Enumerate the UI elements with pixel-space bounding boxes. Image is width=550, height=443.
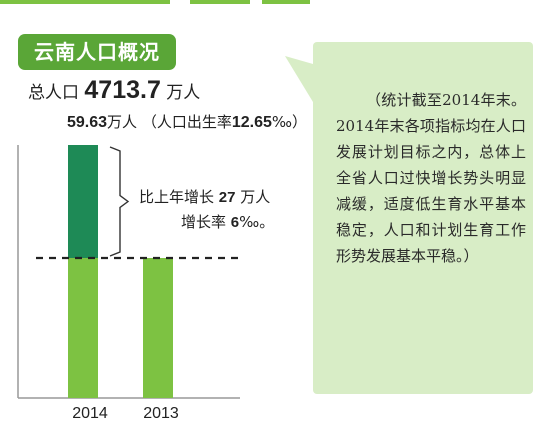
- birth-rate-value: 12.65: [231, 114, 272, 131]
- birth-rate-prefix: （人口出生率: [141, 113, 232, 131]
- bar-2014-base: [68, 258, 98, 398]
- note-text: （统计截至2014年末。2014年末各项指标均在人口发展计划目标之内，总体上全省…: [336, 91, 526, 265]
- total-prefix: 总人口: [28, 83, 79, 103]
- growth-rate-annotation: 增长率 6‰。: [181, 212, 274, 233]
- top-decor-segment: [190, 0, 250, 4]
- births-line: 59.63万人 （人口出生率12.65‰）: [67, 111, 307, 132]
- total-population: 总人口 4713.7 万人: [28, 76, 200, 105]
- x-tick-label: 2013: [143, 405, 179, 422]
- bar-2014-increase: [68, 145, 98, 258]
- x-tick-label: 2014: [72, 405, 108, 422]
- bar-2013-base: [143, 258, 173, 398]
- top-decor-bar: [0, 0, 550, 10]
- page-title: 云南人口概况: [18, 34, 176, 70]
- top-decor-segment: [262, 0, 310, 4]
- growth-rate-prefix: 增长率: [181, 213, 227, 231]
- top-decor-segment: [0, 0, 170, 4]
- increase-value: 27: [218, 189, 236, 206]
- growth-rate-value: 6: [230, 214, 240, 231]
- bars-group: [68, 145, 173, 398]
- increase-prefix: 比上年增长: [139, 188, 215, 206]
- note-callout: [285, 42, 533, 394]
- callout-pointer: [285, 56, 313, 102]
- increase-bracket: [109, 146, 130, 257]
- increase-annotation: 比上年增长 27 万人: [139, 187, 270, 208]
- total-unit: 万人: [166, 83, 201, 103]
- increase-unit: 万人: [240, 188, 271, 206]
- total-value: 4713.7: [84, 76, 161, 104]
- births-unit: 万人: [107, 113, 138, 131]
- births-value: 59.63: [67, 114, 108, 131]
- birth-rate-suffix: ‰）: [271, 113, 308, 131]
- growth-rate-unit: ‰。: [239, 213, 275, 231]
